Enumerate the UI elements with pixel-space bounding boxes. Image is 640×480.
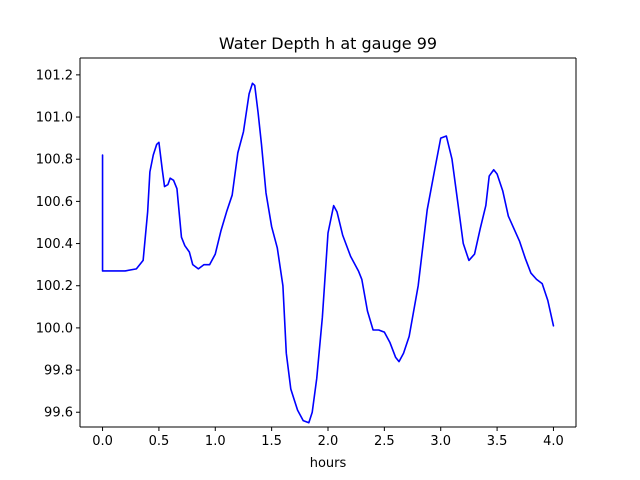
x-tick-label: 0.5	[149, 434, 170, 449]
x-tick-label: 3.0	[430, 434, 451, 449]
y-tick-label: 101.0	[36, 111, 73, 126]
y-tick-label: 100.8	[36, 153, 73, 168]
y-tick-label: 99.8	[44, 364, 73, 379]
x-tick-label: 3.5	[487, 434, 508, 449]
y-tick-label: 100.4	[36, 237, 73, 252]
axes-frame	[79, 57, 577, 428]
x-tick-label: 1.5	[261, 434, 282, 449]
y-tick-label: 100.2	[36, 279, 73, 294]
x-tick-label: 2.0	[318, 434, 339, 449]
chart-title: Water Depth h at gauge 99	[219, 34, 437, 53]
y-tick-label: 99.6	[44, 406, 73, 421]
y-axis-ticks: 99.6 99.8 100.0 100.2 100.4 100.6 100.8 101.0 10…	[36, 68, 80, 421]
y-tick-label: 100.0	[36, 321, 73, 336]
y-tick-label: 100.6	[36, 195, 73, 210]
y-tick-label: 101.2	[36, 68, 73, 83]
x-tick-label: 0.0	[92, 434, 113, 449]
x-tick-label: 2.5	[374, 434, 395, 449]
series-line	[101, 82, 555, 424]
x-tick-label: 4.0	[543, 434, 564, 449]
x-axis-label: hours	[310, 456, 347, 471]
x-tick-label: 1.0	[205, 434, 226, 449]
x-axis-ticks: 0.0 0.5 1.0 1.5 2.0 2.5 3.0 3.5 4.0	[92, 427, 564, 449]
